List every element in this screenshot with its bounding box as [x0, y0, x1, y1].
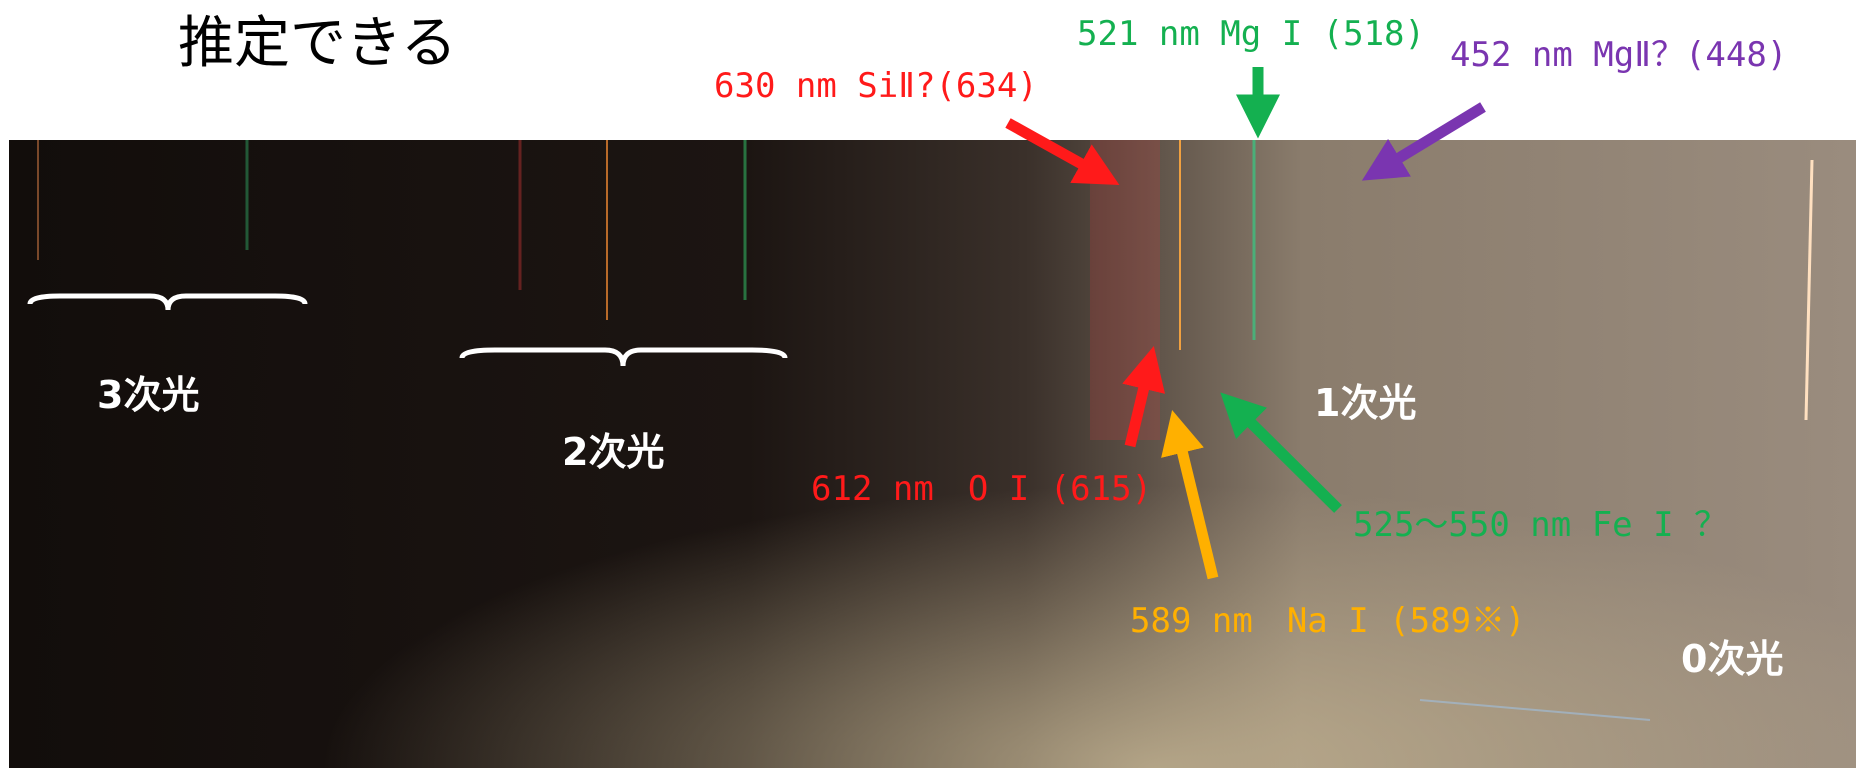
order-label: 3次光	[97, 373, 199, 417]
annotation: 630 nm SiⅡ?(634)	[714, 66, 1038, 106]
slide: 推定できる 3次光 2次光 1次光 0次光 521 nm Mg I (518) …	[0, 0, 1856, 768]
annotation: 452 nm MgⅡ？(448)	[1450, 35, 1787, 75]
annotation: 521 nm Mg I (518)	[1077, 14, 1425, 54]
annotation: 612 nm O I (615)	[811, 469, 1152, 509]
annotation: 589 nm Na I (589※)	[1130, 601, 1526, 641]
order-label: 0次光	[1681, 637, 1783, 681]
spectrum-photo	[9, 140, 1856, 768]
annotation: 525～550 nm Fe I ？	[1353, 505, 1728, 545]
order-label: 2次光	[562, 430, 664, 474]
order-label: 1次光	[1314, 381, 1416, 425]
title: 推定できる	[178, 11, 457, 76]
